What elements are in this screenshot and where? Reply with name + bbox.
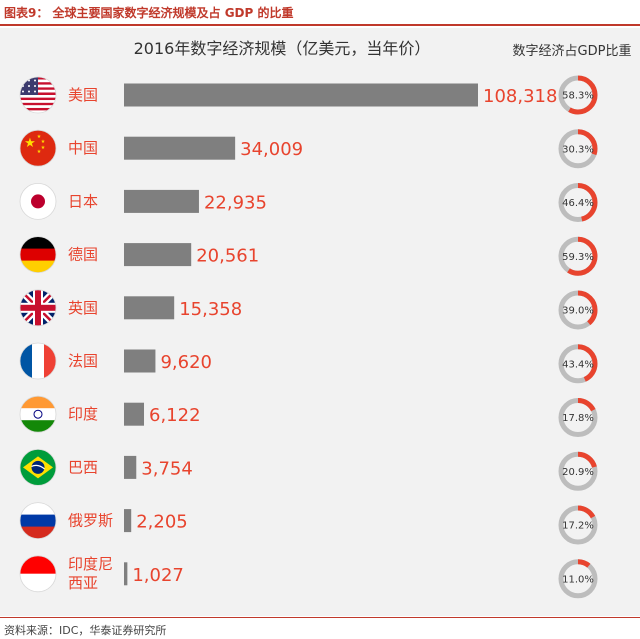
chart-row: 英国 15,358 39.0% — [19, 289, 598, 330]
country-label: 德国 — [68, 246, 98, 264]
share-label: 58.3% — [562, 91, 594, 102]
chart-row: 德国 20,561 59.3% — [19, 236, 598, 276]
share-label: 46.4% — [562, 198, 594, 209]
value-label: 3,754 — [141, 458, 193, 479]
share-ring-fill — [558, 398, 598, 438]
bar — [124, 349, 156, 373]
country-label: 印度尼西亚 — [68, 555, 113, 592]
share-label: 39.0% — [562, 306, 594, 317]
bar — [124, 509, 132, 533]
china-flag-icon: ★ ★★★★ — [19, 129, 57, 167]
figure-title: 图表9： 全球主要国家数字经济规模及占 GDP 的比重 — [4, 6, 294, 20]
chart-row: 印度 6,122 17.8% — [19, 395, 598, 438]
value-label: 34,009 — [240, 139, 303, 160]
source-note: 资料来源：IDC，华泰证券研究所 — [4, 624, 167, 637]
chart-row: 日本 22,935 46.4% — [19, 182, 598, 223]
value-label: 9,620 — [160, 352, 212, 373]
share-ring-fill — [558, 505, 598, 545]
share-label: 30.3% — [562, 144, 594, 155]
chart-row: 巴西 3,754 20.9% — [19, 448, 598, 491]
chart-row: 印度尼西亚 1,027 11.0% — [19, 555, 598, 599]
source-rule — [0, 617, 640, 618]
chart-panel — [0, 28, 640, 616]
svg-text:★: ★ — [24, 136, 36, 151]
japan-flag-icon — [19, 182, 57, 220]
chart-row: 俄罗斯 2,205 17.2% — [19, 502, 598, 545]
country-label: 巴西 — [68, 458, 98, 476]
value-label: 20,561 — [196, 246, 259, 267]
value-label: 1,027 — [132, 565, 184, 586]
chart-row: ★ ★★★★ 中国 34,009 30.3% — [19, 129, 598, 169]
country-label: 中国 — [68, 139, 98, 157]
france-flag-icon — [19, 342, 57, 380]
germany-flag-icon — [19, 236, 57, 274]
country-label: 美国 — [68, 86, 98, 104]
share-label: 17.2% — [562, 521, 594, 532]
share-ring-fill — [558, 290, 598, 330]
share-ring-fill — [558, 183, 598, 223]
country-label: 日本 — [68, 192, 98, 210]
share-ring-fill — [558, 451, 598, 491]
russia-flag-icon — [19, 502, 57, 540]
svg-text:★: ★ — [37, 134, 42, 140]
share-label: 17.8% — [562, 413, 594, 424]
india-flag-icon — [19, 395, 57, 433]
bar — [124, 562, 128, 586]
svg-text:★: ★ — [37, 149, 42, 155]
chart-row: 美国 108,318 58.3% — [19, 75, 598, 115]
bar — [124, 296, 175, 320]
share-ring-fill — [558, 559, 598, 599]
country-label: 印度 — [68, 405, 98, 423]
share-ring-fill — [558, 75, 598, 115]
share-label: 11.0% — [562, 574, 594, 585]
bar — [124, 402, 145, 426]
uk-flag-icon — [19, 289, 57, 327]
brazil-flag-icon — [19, 448, 57, 486]
value-label: 6,122 — [149, 405, 201, 426]
svg-text:★: ★ — [41, 145, 46, 151]
bar — [124, 83, 478, 107]
country-label: 法国 — [68, 352, 98, 370]
bar — [124, 455, 137, 479]
chart-title: 2016年数字经济规模（亿美元，当年价） — [134, 39, 431, 58]
value-label: 15,358 — [179, 299, 242, 320]
chart-row: 法国 9,620 43.4% — [19, 342, 598, 384]
chart-rows: 美国 108,318 58.3%★ ★★★★ 中国 34,009 30.3%日本 22,935… — [19, 75, 598, 599]
share-label: 59.3% — [562, 252, 594, 263]
value-label: 2,205 — [136, 512, 188, 533]
share-column-header: 数字经济占GDP比重 — [513, 43, 632, 59]
value-label: 108,318 — [483, 86, 557, 107]
country-label: 俄罗斯 — [68, 512, 113, 530]
value-label: 22,935 — [204, 192, 267, 213]
bar — [124, 136, 236, 160]
svg-text:★: ★ — [41, 139, 46, 145]
share-ring-fill — [558, 344, 598, 384]
share-ring-fill — [558, 236, 598, 276]
bar — [124, 243, 192, 267]
digital-economy-chart: 2016年数字经济规模（亿美元，当年价） 数字经济占GDP比重 美国 108,31… — [19, 39, 632, 599]
share-label: 43.4% — [562, 359, 594, 370]
bar — [124, 189, 199, 213]
us-flag-icon — [19, 76, 57, 114]
share-label: 20.9% — [562, 467, 594, 478]
title-rule — [0, 24, 640, 26]
indonesia-flag-icon — [19, 555, 57, 593]
country-label: 英国 — [68, 299, 98, 317]
share-ring-fill — [558, 129, 598, 169]
